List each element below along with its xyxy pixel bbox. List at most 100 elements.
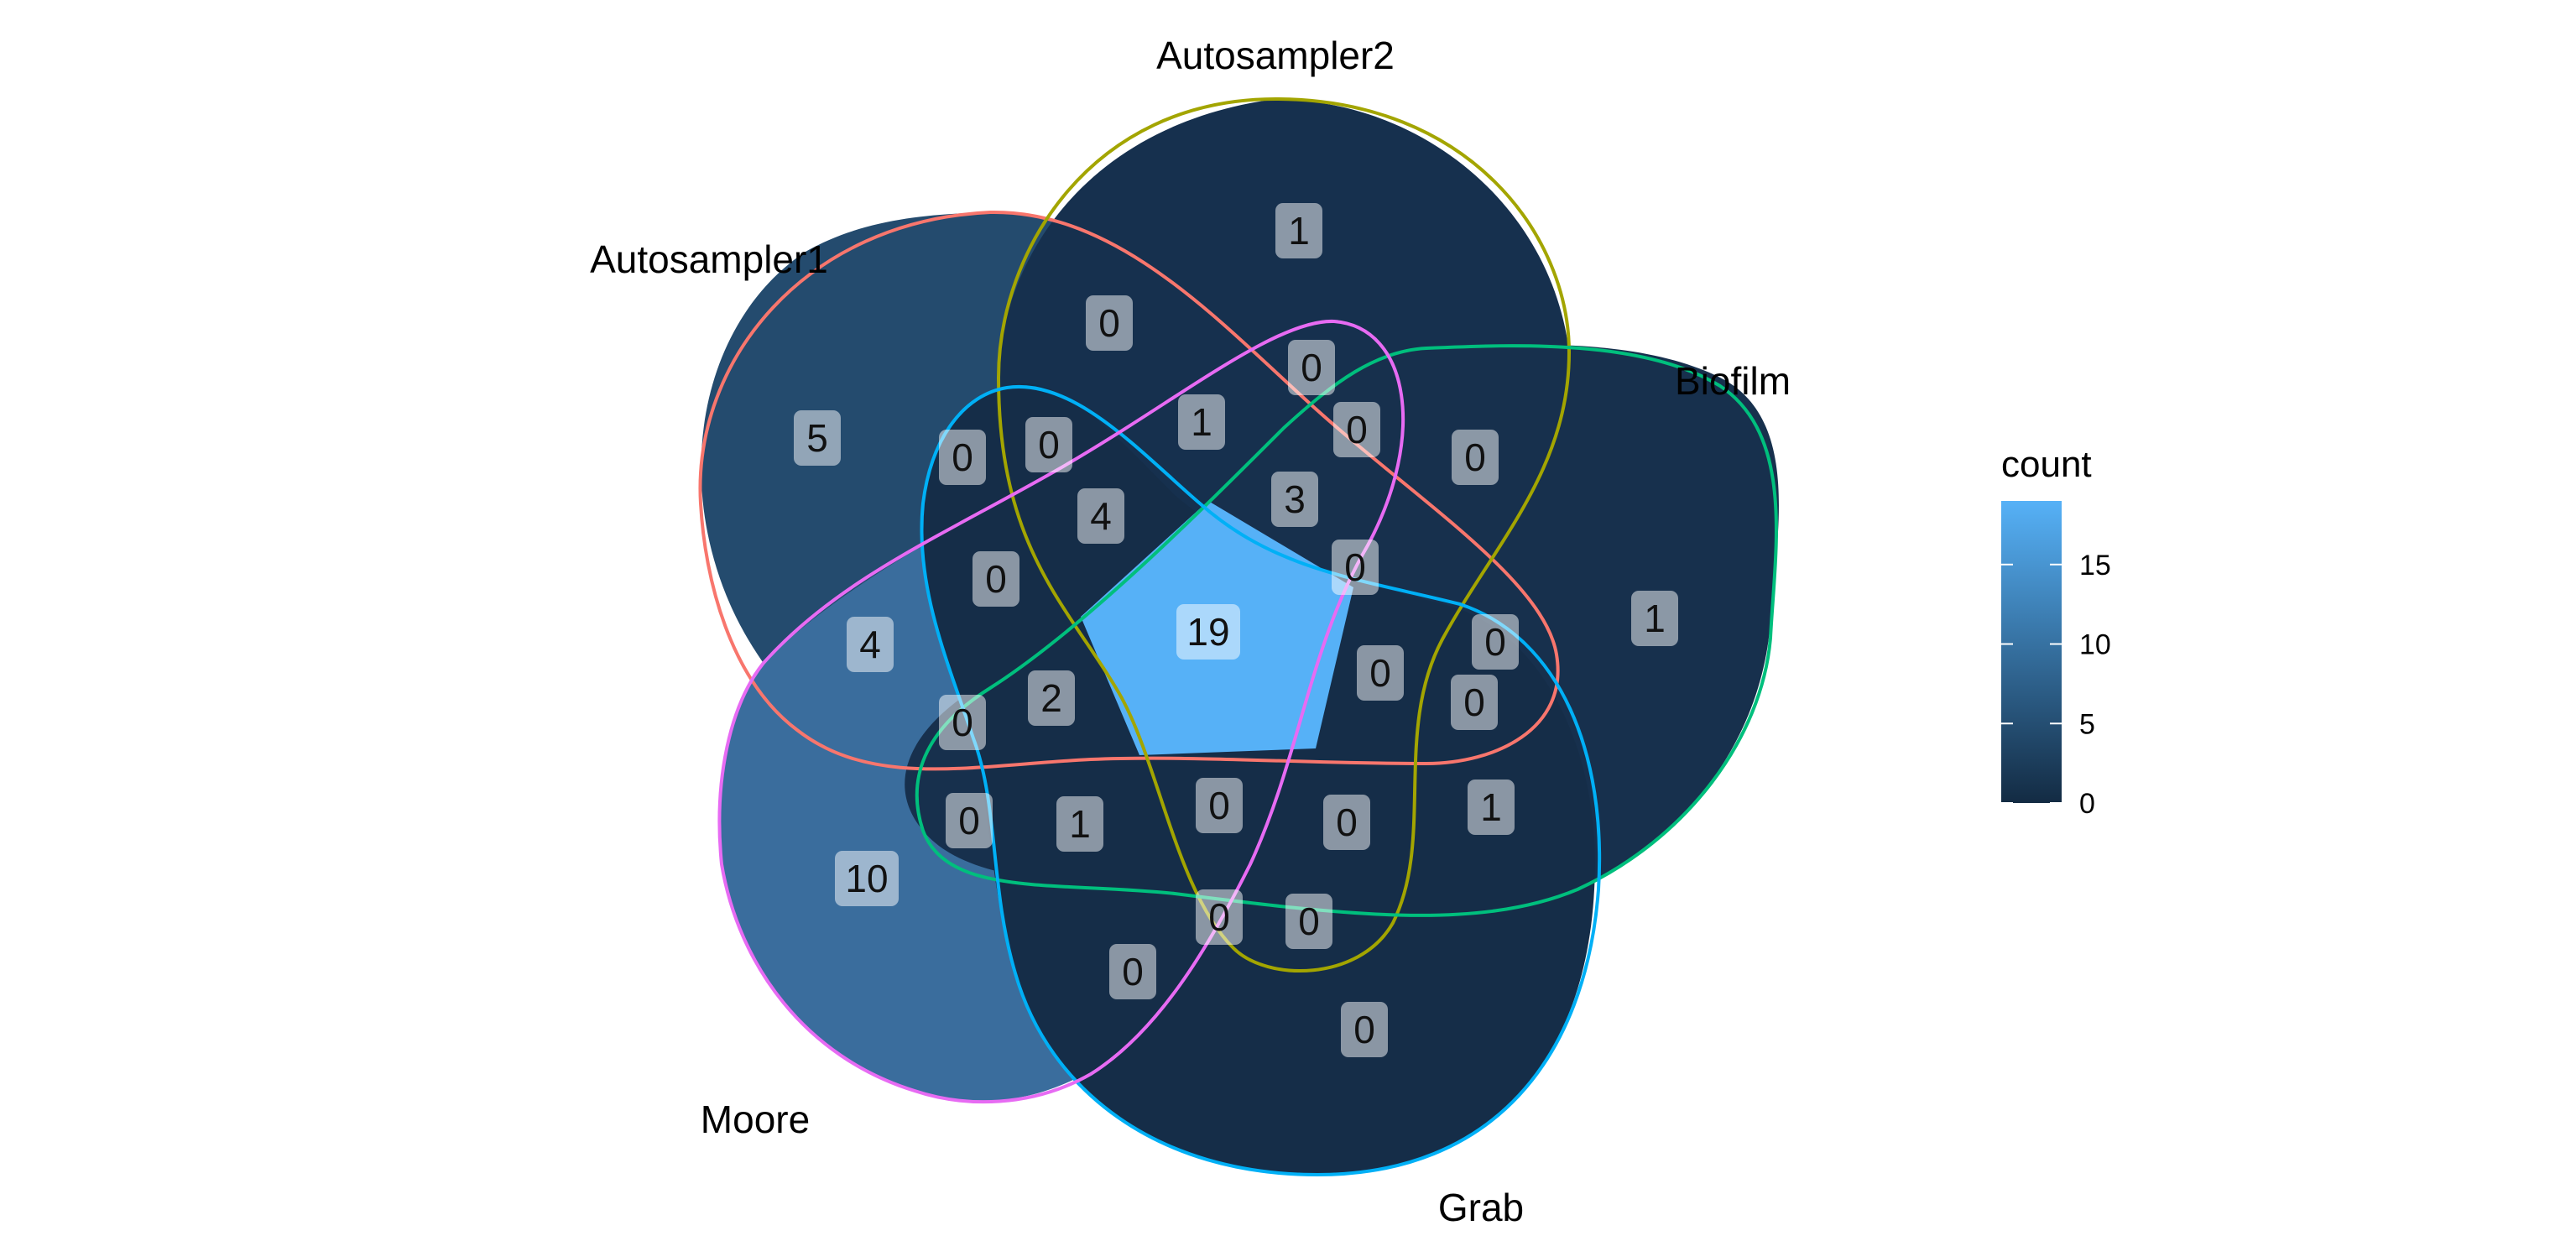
- set-label-autosampler1: Autosampler1: [590, 237, 828, 281]
- set-label-moore: Moore: [701, 1098, 810, 1141]
- count-label-text: 0: [958, 799, 980, 842]
- count-label-box: [1357, 645, 1404, 701]
- count-label-box: [1056, 796, 1103, 852]
- count-label-box: [1323, 795, 1370, 850]
- region-count-A-E: 0: [1332, 540, 1379, 595]
- legend-tick-label: 0: [2079, 788, 2095, 820]
- count-label-text: 1: [1644, 597, 1666, 640]
- count-label-text: 0: [1463, 680, 1485, 724]
- outline-grab: [920, 384, 1602, 1177]
- count-label-text: 10: [845, 857, 888, 900]
- legend-colorbar: [2001, 501, 2062, 803]
- count-label-text: 0: [1344, 545, 1366, 589]
- count-label-box: [1025, 417, 1072, 472]
- region-count-D: 0: [1341, 1002, 1388, 1057]
- region-count-A-D-E: 0: [1025, 417, 1072, 472]
- count-label-text: 0: [1369, 651, 1391, 695]
- region-count-A-B-C-D: 3: [1271, 472, 1318, 527]
- count-label-text: 0: [1353, 1008, 1375, 1051]
- count-label-text: 0: [1208, 784, 1230, 827]
- count-label-text: 0: [1038, 423, 1060, 467]
- region-count-B-D: 0: [1196, 889, 1243, 945]
- count-label-box: [1288, 340, 1335, 395]
- count-label-box: [1077, 488, 1124, 544]
- count-label-box: [1333, 402, 1380, 457]
- region-count-B-D-E: 0: [1109, 944, 1156, 999]
- region-count-A-B-C-D-E-outer: 4: [1077, 488, 1124, 544]
- region-count-A-C: 0: [1472, 614, 1519, 670]
- region-count-A-B-D: 0: [973, 551, 1019, 607]
- count-label-box: [1196, 889, 1243, 945]
- outline-autosampler1: [698, 210, 1560, 771]
- region-count-A-B: 0: [1086, 295, 1133, 351]
- count-label-box: [1178, 394, 1225, 450]
- set-label-autosampler2: Autosampler2: [1156, 34, 1395, 77]
- count-label-text: 0: [1301, 346, 1322, 389]
- set-fill-grab: [921, 383, 1595, 1176]
- outline-autosampler2: [996, 96, 1572, 973]
- count-label-text: 0: [1336, 800, 1358, 844]
- count-label-text: 19: [1186, 610, 1229, 654]
- region-count-B-C-D-E: 0: [1323, 795, 1370, 850]
- count-label-box: [939, 695, 986, 750]
- region-count-A-D: 1: [1056, 796, 1103, 852]
- count-label-text: 1: [1480, 785, 1502, 829]
- set-labels: Autosampler2 Autosampler1 Biofilm Moore …: [590, 34, 1791, 1229]
- region-count-B-E: 0: [1285, 894, 1332, 949]
- count-label-box: [1086, 295, 1133, 351]
- region-count-A-B-C: 0: [1288, 340, 1335, 395]
- set-outlines: [698, 96, 1778, 1177]
- count-label-box: [1028, 670, 1075, 726]
- count-label-box: [847, 617, 894, 672]
- count-label-box: [1332, 540, 1379, 595]
- count-label-box: [939, 430, 986, 485]
- count-label-box: [1452, 430, 1499, 485]
- color-legend: count 0 5 10 15: [2001, 444, 2111, 820]
- region-count-B-C-D: 0: [1357, 645, 1404, 701]
- legend-ticks: 0 5 10 15: [2001, 550, 2111, 820]
- region-count-A: 5: [794, 410, 841, 466]
- legend-tick-label: 15: [2079, 550, 2111, 581]
- count-label-text: 1: [1288, 209, 1310, 253]
- count-label-box: [835, 851, 899, 906]
- count-label-box: [1341, 1002, 1388, 1057]
- count-label-text: 4: [1090, 494, 1112, 538]
- count-label-box: [1451, 675, 1498, 730]
- count-label-box: [794, 410, 841, 466]
- region-count-B-C: 0: [1452, 430, 1499, 485]
- count-label-text: 5: [806, 416, 828, 460]
- region-count-A-B-D-E: 1: [1178, 394, 1225, 450]
- count-label-text: 0: [1464, 435, 1486, 479]
- count-label-box: [1472, 614, 1519, 670]
- region-count-A-C-E: 0: [939, 695, 986, 750]
- count-label-box: [1109, 944, 1156, 999]
- region-count-B: 1: [1275, 203, 1322, 258]
- region-count-C-D-E: 0: [1196, 778, 1243, 833]
- count-label-box: [946, 793, 993, 848]
- count-label-box: [1275, 203, 1322, 258]
- region-count-E: 10: [835, 851, 899, 906]
- count-label-box: [1468, 780, 1515, 835]
- count-label-box: [1176, 604, 1240, 660]
- region-count-A-C-D: 0: [1451, 675, 1498, 730]
- count-label-box: [1631, 591, 1678, 646]
- outline-moore: [717, 319, 1405, 1104]
- count-label-text: 0: [952, 435, 973, 479]
- legend-tick-label: 10: [2079, 629, 2111, 661]
- region-count-A-B-C-D-E: 19: [1176, 604, 1240, 660]
- count-label-text: 0: [1346, 408, 1368, 451]
- count-label-text: 0: [952, 701, 973, 744]
- region-count-A-B-E: 0: [939, 430, 986, 485]
- outline-biofilm: [915, 344, 1778, 917]
- count-label-box: [1271, 472, 1318, 527]
- region-count-A-E-only: 4: [847, 617, 894, 672]
- count-label-text: 0: [1122, 950, 1144, 993]
- set-label-grab: Grab: [1438, 1186, 1524, 1229]
- count-label-text: 2: [1040, 676, 1062, 720]
- region-count-C: 1: [1631, 591, 1678, 646]
- count-label-box: [1196, 778, 1243, 833]
- count-label-text: 3: [1284, 477, 1306, 521]
- region-count-C-E: 0: [946, 793, 993, 848]
- region-count-A-C-D-E: 2: [1028, 670, 1075, 726]
